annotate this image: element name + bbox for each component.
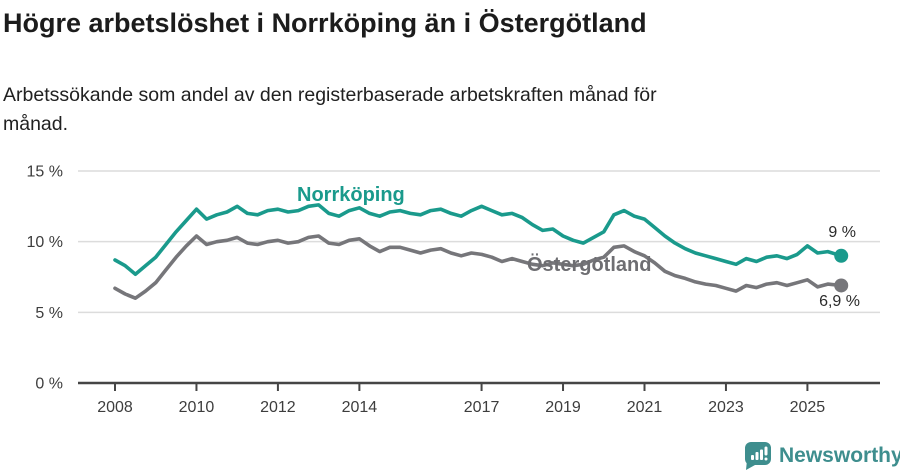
x-tick-label-2025: 2025 xyxy=(790,399,826,416)
x-tick-label-2014: 2014 xyxy=(342,399,378,416)
chart-subtitle: Arbetssökande som andel av den registerb… xyxy=(3,81,863,139)
y-tick-label-5: 5 % xyxy=(35,305,63,322)
series-end-dot-norrkoping xyxy=(834,248,849,263)
newsworthy-logo: Newsworthy xyxy=(744,441,900,471)
ostergotland-series-label: Östergötland xyxy=(527,254,652,276)
y-tick-label-0: 0 % xyxy=(35,376,63,393)
x-tick-label-2023: 2023 xyxy=(708,399,744,416)
series-line-norrkoping xyxy=(113,203,844,277)
norrkoping-series-label: Norrköping xyxy=(297,184,405,206)
newsworthy-logo-icon xyxy=(745,442,771,470)
x-tick-label-2017: 2017 xyxy=(464,399,500,416)
y-tick-label-15: 15 % xyxy=(27,164,63,181)
ostergotland-end-value: 6,9 % xyxy=(819,293,860,310)
series-line-ostergotland xyxy=(113,234,844,301)
x-tick-label-2012: 2012 xyxy=(260,399,296,416)
x-tick-label-2021: 2021 xyxy=(627,399,663,416)
x-tick-label-2019: 2019 xyxy=(545,399,581,416)
chart-title: Högre arbetslöshet i Norrköping än i Öst… xyxy=(3,8,647,38)
x-tick-label-2008: 2008 xyxy=(97,399,133,416)
newsworthy-brand-text: Newsworthy xyxy=(779,444,900,467)
y-tick-label-10: 10 % xyxy=(27,234,63,251)
x-tick-label-2010: 2010 xyxy=(179,399,215,416)
norrkoping-end-value: 9 % xyxy=(828,224,856,241)
chart-subtitle-line1: Arbetssökande som andel av den registerb… xyxy=(3,84,657,106)
series-end-dot-ostergotland xyxy=(834,278,849,293)
chart-subtitle-line2: månad. xyxy=(3,113,69,135)
